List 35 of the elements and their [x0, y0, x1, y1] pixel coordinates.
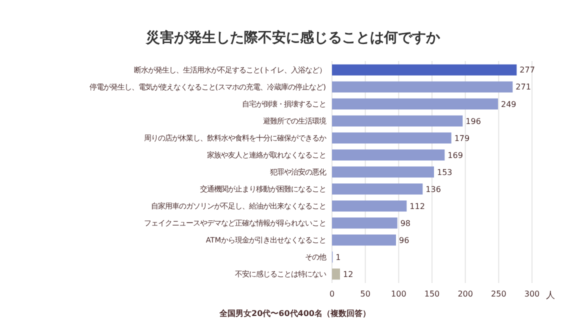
x-tick-label: 200 — [458, 290, 473, 299]
bar — [332, 183, 423, 195]
x-tick-label: 150 — [424, 290, 440, 299]
bar — [332, 234, 396, 246]
x-tick-label: 100 — [391, 290, 406, 299]
data-label: 196 — [466, 116, 481, 126]
bar — [332, 268, 340, 280]
data-label: 271 — [516, 82, 531, 92]
data-label: 1 — [336, 252, 341, 262]
data-label: 277 — [520, 66, 535, 75]
bar — [332, 132, 452, 144]
data-label: 153 — [437, 168, 452, 177]
x-tick-label: 300 — [524, 290, 540, 299]
data-label: 169 — [448, 150, 463, 160]
bar — [332, 98, 498, 110]
data-label: 98 — [400, 218, 411, 228]
x-tick-label: 0 — [329, 290, 335, 299]
chart-title: 災害が発生した際不安に感じることは何ですか — [145, 29, 441, 46]
data-label: 12 — [343, 270, 354, 279]
bar — [332, 218, 398, 229]
data-label: 249 — [501, 100, 516, 109]
bar — [332, 81, 513, 92]
text: 全国男女20代〜60代400名（複数回答） — [218, 309, 370, 318]
data-label: 112 — [410, 202, 425, 211]
x-tick-label: 250 — [491, 290, 506, 299]
data-label: 136 — [426, 184, 441, 194]
bar — [332, 200, 407, 212]
x-axis-title: 人 — [546, 290, 555, 302]
bar — [332, 149, 445, 161]
bar — [332, 64, 517, 76]
bar — [332, 115, 463, 126]
data-label: 96 — [399, 236, 410, 245]
bar — [332, 166, 434, 178]
data-label: 179 — [454, 134, 470, 143]
x-tick-label: 50 — [360, 290, 370, 299]
